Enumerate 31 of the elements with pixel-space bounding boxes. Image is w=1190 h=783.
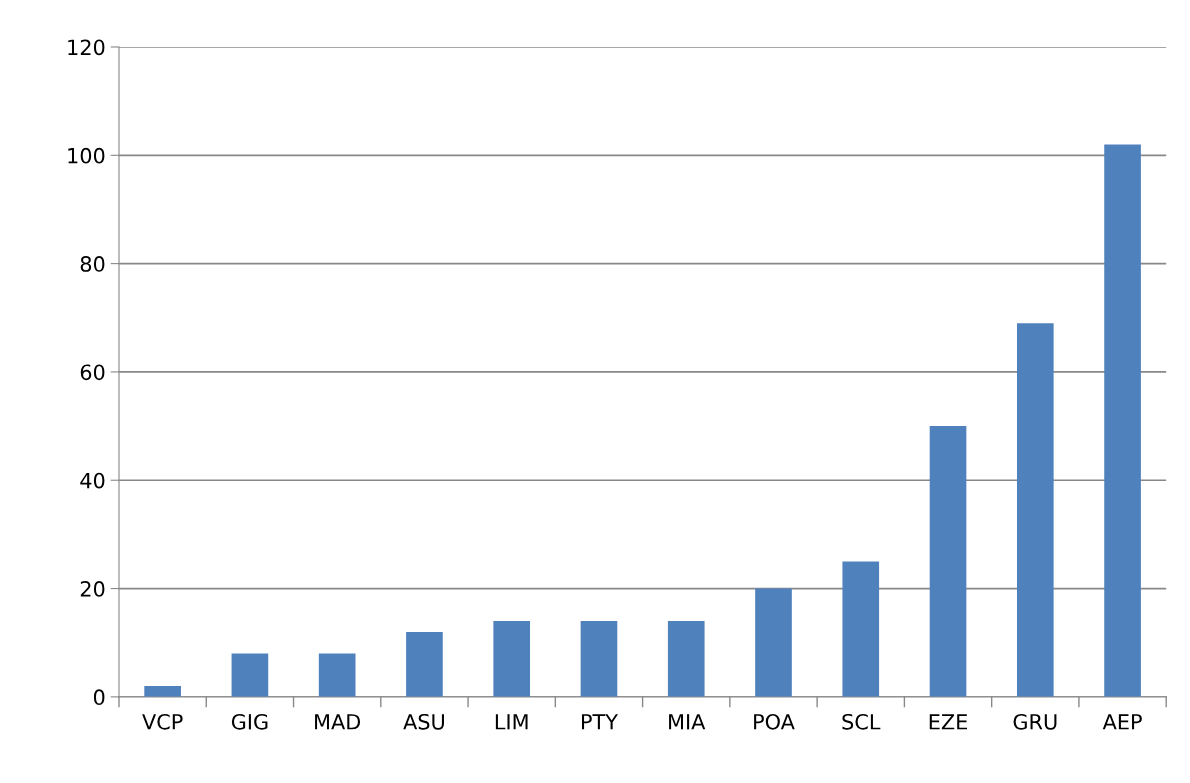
- x-tick-label: GIG: [231, 713, 268, 730]
- bar: [406, 631, 443, 697]
- bar: [929, 426, 967, 697]
- x-tick-label: GRU: [1013, 713, 1057, 730]
- x-tick-label: MIA: [669, 714, 706, 730]
- bar: [842, 561, 880, 697]
- y-tick-label: 0: [93, 689, 105, 706]
- bar: [318, 653, 356, 697]
- bar: [493, 621, 531, 697]
- x-tick-label: LIM: [495, 714, 528, 730]
- y-tick-label: 20: [80, 581, 105, 597]
- y-tick-label: 40: [80, 472, 105, 489]
- x-tick-label: AEP: [1102, 714, 1142, 730]
- x-tick-label: VCP: [142, 713, 183, 730]
- x-tick-label: PTY: [582, 714, 619, 730]
- bar: [231, 653, 269, 697]
- y-tick-label: 60: [80, 364, 105, 381]
- x-tick-label: POA: [754, 713, 795, 730]
- bar: [667, 621, 705, 697]
- y-tick-label: 120: [68, 39, 105, 56]
- bar: [144, 686, 181, 697]
- y-tick-label: 100: [68, 147, 105, 164]
- bar: [580, 621, 618, 697]
- bar: [1016, 323, 1054, 697]
- x-tick-label: MAD: [315, 714, 361, 730]
- x-tick-label: EZE: [929, 714, 967, 730]
- bar: [755, 588, 792, 697]
- y-tick-label: 80: [80, 256, 105, 272]
- x-tick-label: SCL: [842, 713, 881, 730]
- x-tick-label: ASU: [403, 713, 444, 730]
- bar: [1104, 144, 1141, 697]
